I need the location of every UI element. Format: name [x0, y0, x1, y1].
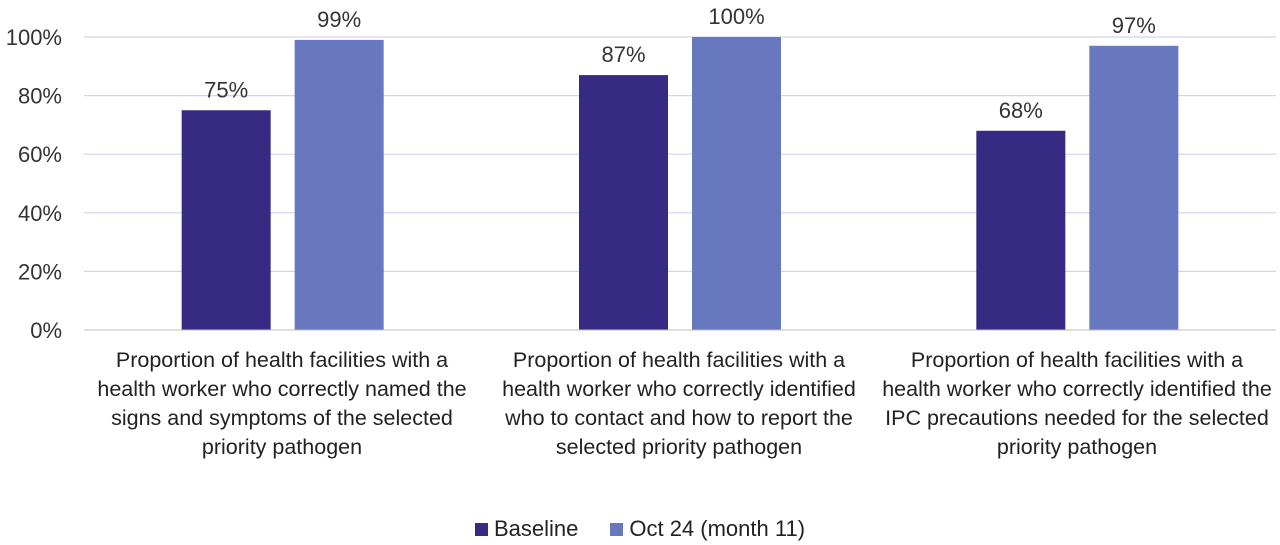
y-tick-label: 40%: [18, 201, 62, 226]
data-labels: 75% 99% 87% 100% 68% 97%: [204, 4, 1156, 123]
bars: [181, 37, 1179, 331]
data-label-oct24-3: 97%: [1112, 13, 1156, 38]
legend-item-oct24: Oct 24 (month 11): [610, 516, 805, 542]
bar-baseline-2: [579, 75, 668, 330]
data-label-baseline-2: 87%: [601, 42, 645, 67]
legend-label-baseline: Baseline: [493, 516, 579, 541]
y-tick-label: 0%: [30, 318, 62, 343]
bar-oct24-1: [294, 39, 384, 331]
bar-baseline-3: [976, 130, 1066, 330]
category-label-2: Proportion of health facilities with a h…: [502, 348, 856, 459]
category-label-1: Proportion of health facilities with a h…: [97, 348, 467, 459]
legend: Baseline Oct 24 (month 11): [0, 516, 1280, 542]
data-label-oct24-2: 100%: [708, 4, 764, 29]
y-axis-ticks: 0% 20% 40% 60% 80% 100%: [6, 25, 62, 343]
bar-chart: 0% 20% 40% 60% 80% 100% 75% 99% 87% 100% 68% 97%: [6, 4, 1276, 343]
y-tick-label: 20%: [18, 259, 62, 284]
category-label-3: Proportion of health facilities with a h…: [882, 348, 1272, 459]
data-label-oct24-1: 99%: [317, 7, 361, 32]
bar-oct24-3: [1089, 45, 1179, 330]
gridlines: [84, 36, 1276, 272]
data-label-baseline-3: 68%: [999, 98, 1043, 123]
legend-swatch-oct24: [610, 522, 624, 536]
bar-oct24-2: [692, 37, 781, 330]
y-tick-label: 60%: [18, 142, 62, 167]
data-label-baseline-1: 75%: [204, 77, 248, 102]
y-tick-label: 100%: [6, 25, 62, 50]
legend-swatch-baseline: [474, 522, 488, 536]
bar-baseline-1: [181, 110, 271, 330]
legend-label-oct24: Oct 24 (month 11): [629, 516, 806, 541]
legend-item-baseline: Baseline: [474, 516, 579, 542]
y-tick-label: 80%: [18, 84, 62, 109]
